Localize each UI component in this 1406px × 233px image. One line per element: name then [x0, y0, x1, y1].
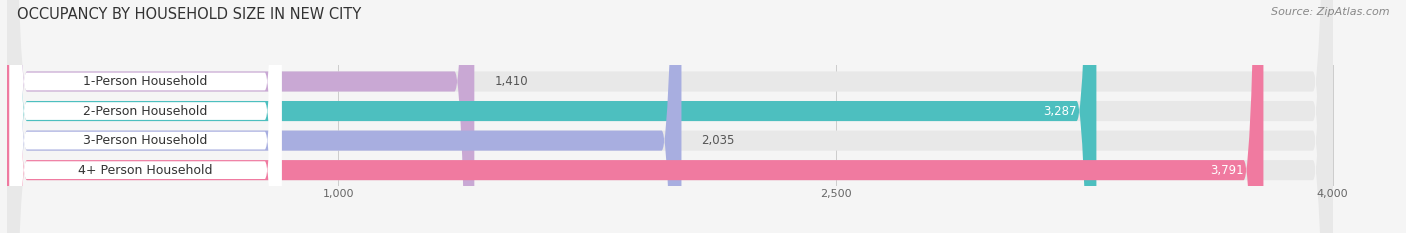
Text: 1-Person Household: 1-Person Household — [83, 75, 208, 88]
FancyBboxPatch shape — [7, 0, 1333, 233]
Text: 2-Person Household: 2-Person Household — [83, 105, 208, 117]
Text: 3,791: 3,791 — [1211, 164, 1243, 177]
FancyBboxPatch shape — [10, 0, 281, 233]
FancyBboxPatch shape — [10, 0, 281, 233]
FancyBboxPatch shape — [10, 0, 281, 233]
Text: OCCUPANCY BY HOUSEHOLD SIZE IN NEW CITY: OCCUPANCY BY HOUSEHOLD SIZE IN NEW CITY — [17, 7, 361, 22]
FancyBboxPatch shape — [7, 0, 682, 233]
FancyBboxPatch shape — [7, 0, 474, 233]
FancyBboxPatch shape — [7, 0, 1333, 233]
Text: 3-Person Household: 3-Person Household — [83, 134, 208, 147]
Text: 4+ Person Household: 4+ Person Household — [79, 164, 212, 177]
Text: Source: ZipAtlas.com: Source: ZipAtlas.com — [1271, 7, 1389, 17]
FancyBboxPatch shape — [7, 0, 1333, 233]
FancyBboxPatch shape — [10, 0, 281, 233]
Text: 3,287: 3,287 — [1043, 105, 1077, 117]
FancyBboxPatch shape — [7, 0, 1097, 233]
Text: 1,410: 1,410 — [495, 75, 527, 88]
FancyBboxPatch shape — [7, 0, 1264, 233]
FancyBboxPatch shape — [7, 0, 1333, 233]
Text: 2,035: 2,035 — [702, 134, 735, 147]
